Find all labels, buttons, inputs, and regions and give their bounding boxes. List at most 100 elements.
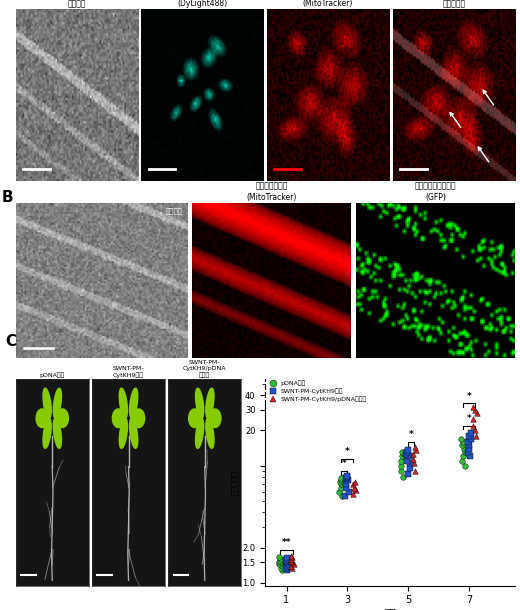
- Point: [459, 437, 467, 447]
- Point: [281, 555, 290, 565]
- Ellipse shape: [53, 388, 61, 418]
- Point: [469, 421, 477, 431]
- Point: [405, 451, 413, 461]
- Point: [396, 456, 405, 466]
- Point: [457, 434, 465, 443]
- Text: *: *: [409, 430, 414, 439]
- Point: [464, 448, 472, 458]
- Point: [397, 448, 406, 458]
- Title: SWNT-PM-
CytKH9/pDNA
複合体: SWNT-PM- CytKH9/pDNA 複合体: [183, 360, 227, 378]
- Point: [411, 442, 419, 452]
- Point: [276, 556, 284, 565]
- Point: [342, 479, 350, 489]
- Title: 重ね合わせ: 重ね合わせ: [442, 0, 465, 9]
- Point: [337, 483, 345, 493]
- Point: [404, 446, 412, 456]
- Point: [348, 479, 357, 489]
- Point: [283, 561, 292, 571]
- Ellipse shape: [57, 409, 69, 428]
- Title: pDNAのみ: pDNAのみ: [40, 372, 65, 378]
- Ellipse shape: [112, 409, 124, 428]
- Point: [469, 401, 477, 411]
- Point: [465, 431, 473, 441]
- Ellipse shape: [206, 388, 214, 418]
- Title: 明視野像: 明視野像: [68, 0, 86, 9]
- Point: [458, 440, 466, 450]
- Title: SWNT-PM-
CytKH9のみ: SWNT-PM- CytKH9のみ: [113, 366, 144, 378]
- Point: [465, 440, 473, 450]
- Point: [466, 451, 475, 461]
- Point: [282, 563, 290, 573]
- Point: [473, 409, 481, 418]
- Text: *: *: [467, 414, 472, 423]
- Ellipse shape: [189, 409, 200, 428]
- Point: [288, 558, 296, 567]
- Point: [467, 434, 475, 443]
- Point: [399, 472, 408, 482]
- Ellipse shape: [129, 418, 138, 448]
- Point: [283, 558, 291, 567]
- Point: [345, 487, 353, 497]
- Ellipse shape: [206, 418, 214, 448]
- Text: **: **: [282, 539, 291, 547]
- Ellipse shape: [133, 409, 145, 428]
- Point: [352, 485, 360, 495]
- Text: *: *: [342, 459, 347, 468]
- Point: [342, 473, 350, 483]
- Point: [282, 565, 291, 575]
- Point: [278, 557, 286, 567]
- Point: [469, 414, 477, 424]
- Point: [338, 491, 346, 501]
- Point: [402, 450, 410, 459]
- Title: ミトコンドリア
(MitoTracker): ミトコンドリア (MitoTracker): [303, 0, 353, 9]
- Ellipse shape: [43, 418, 51, 448]
- Point: [397, 466, 405, 476]
- Point: [288, 563, 296, 573]
- Point: [278, 565, 287, 575]
- Point: [277, 554, 285, 564]
- Point: [337, 473, 345, 483]
- Text: *: *: [467, 392, 472, 401]
- Point: [343, 471, 351, 481]
- Point: [335, 487, 344, 497]
- Point: [411, 466, 419, 476]
- Point: [277, 563, 285, 573]
- Point: [287, 561, 295, 571]
- Ellipse shape: [196, 418, 204, 448]
- Point: [342, 483, 350, 493]
- Point: [461, 448, 469, 458]
- Point: [403, 456, 411, 466]
- Point: [275, 558, 283, 567]
- Point: [344, 476, 352, 486]
- Ellipse shape: [36, 409, 48, 428]
- X-axis label: 日数: 日数: [384, 607, 396, 610]
- Point: [287, 551, 295, 561]
- Point: [471, 405, 479, 415]
- Point: [341, 491, 349, 501]
- Point: [287, 556, 295, 565]
- Legend: pDNAのみ, SWNT-PM-CytKH9のみ, SWNT-PM-CytKH9/pDNA複合体: pDNAのみ, SWNT-PM-CytKH9のみ, SWNT-PM-CytKH9…: [266, 380, 367, 402]
- Text: 明視野像: 明視野像: [165, 207, 183, 214]
- Point: [290, 559, 298, 569]
- Point: [461, 461, 470, 471]
- Point: [335, 478, 344, 487]
- Point: [465, 443, 473, 453]
- Point: [404, 469, 412, 479]
- Title: 綠色蛍光タンパク質
(GFP): 綠色蛍光タンパク質 (GFP): [414, 182, 456, 202]
- Point: [402, 448, 411, 458]
- Point: [409, 450, 418, 459]
- Point: [471, 426, 479, 436]
- Text: *: *: [345, 447, 350, 456]
- Ellipse shape: [209, 409, 221, 428]
- Point: [467, 428, 475, 438]
- Point: [459, 451, 467, 461]
- Point: [275, 553, 283, 562]
- Point: [412, 446, 420, 456]
- Point: [349, 489, 357, 498]
- Point: [336, 479, 345, 489]
- Point: [343, 472, 351, 482]
- Title: ペプチド
(DyLight488): ペプチド (DyLight488): [177, 0, 227, 9]
- Point: [350, 483, 359, 493]
- Point: [406, 464, 414, 473]
- Point: [351, 477, 359, 487]
